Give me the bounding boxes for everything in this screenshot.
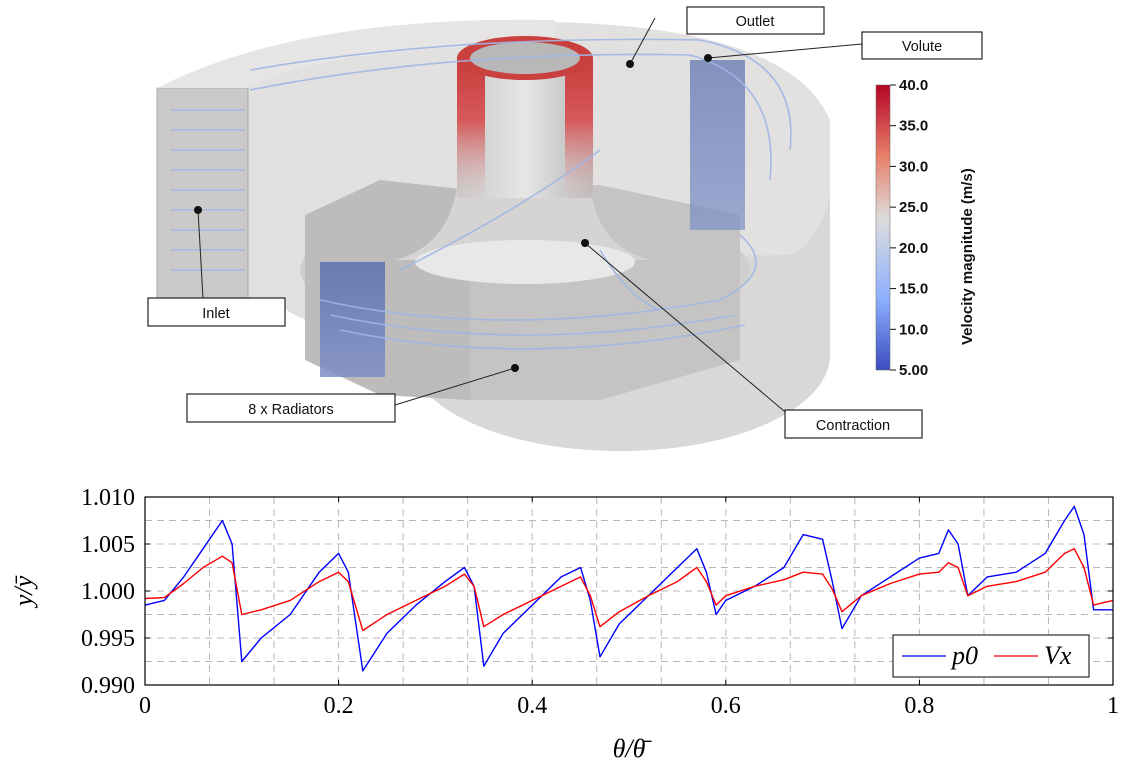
contraction-base bbox=[415, 240, 635, 284]
series-line-vx bbox=[144, 548, 1114, 632]
y-tick-label: 0.995 bbox=[81, 626, 135, 652]
inlet-duct bbox=[156, 87, 249, 301]
colorbar-tick-label: 40.0 bbox=[899, 77, 928, 94]
x-tick-label: 0.6 bbox=[711, 693, 741, 719]
colorbar-title: Velocity magnitude (m/s) bbox=[959, 168, 976, 345]
colorbar-tick-label: 35.0 bbox=[899, 118, 928, 135]
colorbar: 40.0 35.0 30.0 25.0 20.0 15.0 10.0 5.00 Velocit… bbox=[875, 77, 976, 379]
outlet-opening bbox=[470, 42, 580, 74]
callout-radiators: 8 x Radiators bbox=[186, 393, 396, 423]
colorbar-tick-label: 15.0 bbox=[899, 281, 928, 298]
x-tick-label: 0.4 bbox=[517, 693, 547, 719]
callout-inlet: Inlet bbox=[147, 297, 286, 327]
callout-leaders bbox=[197, 17, 863, 417]
y-tick-label: 0.990 bbox=[81, 673, 135, 699]
legend: p0 Vx bbox=[892, 634, 1090, 678]
colorbar-tick-label: 5.00 bbox=[899, 362, 928, 379]
y-axis-label: y/ȳ bbox=[9, 575, 38, 609]
inlet-plate-right bbox=[690, 60, 745, 230]
y-tick-label: 1.005 bbox=[81, 532, 135, 558]
streamlines bbox=[170, 38, 792, 350]
callout-contraction: Contraction bbox=[784, 409, 923, 439]
callout-radiators-label: 8 x Radiators bbox=[248, 402, 333, 418]
outlet-pipe-red-left bbox=[457, 58, 485, 198]
callout-volute-label: Volute bbox=[902, 39, 942, 55]
colorbar-ticks: 40.0 35.0 30.0 25.0 20.0 15.0 10.0 5.00 bbox=[890, 77, 928, 379]
series-lines bbox=[144, 505, 1114, 672]
x-tick-label: 0.8 bbox=[904, 693, 934, 719]
y-tick-label: 1.000 bbox=[81, 579, 135, 605]
outlet-pipe-red-right bbox=[565, 58, 593, 198]
colorbar-tick-label: 25.0 bbox=[899, 199, 928, 216]
callout-outlet: Outlet bbox=[686, 6, 825, 35]
x-tick-label: 0.2 bbox=[324, 693, 354, 719]
callout-outlet-label: Outlet bbox=[736, 14, 775, 30]
y-tick-labels: 0.990 0.995 1.000 1.005 1.010 bbox=[81, 485, 135, 699]
callout-contraction-label: Contraction bbox=[816, 418, 890, 434]
callout-inlet-label: Inlet bbox=[202, 306, 229, 322]
axis-ticks bbox=[144, 496, 1114, 686]
callout-dots bbox=[194, 54, 712, 372]
volute-top bbox=[157, 19, 555, 88]
colorbar-tick-label: 10.0 bbox=[899, 321, 928, 338]
x-tick-label: 0 bbox=[139, 693, 151, 719]
y-tick-label: 1.010 bbox=[81, 485, 135, 511]
cfd-render bbox=[156, 19, 830, 451]
colorbar-scale bbox=[875, 84, 891, 371]
colorbar-tick-label: 20.0 bbox=[899, 240, 928, 257]
x-tick-label: 1 bbox=[1107, 693, 1119, 719]
legend-label-p0: p0 bbox=[950, 641, 978, 670]
x-axis-label: θ/θ̄ bbox=[613, 734, 653, 763]
colorbar-tick-label: 30.0 bbox=[899, 158, 928, 175]
callout-volute: Volute bbox=[861, 31, 983, 60]
legend-label-vx: Vx bbox=[1044, 641, 1072, 670]
line-chart: 0 0.2 0.4 0.6 0.8 1 0.990 0.995 1.000 1.005 1.010… bbox=[9, 485, 1119, 763]
x-tick-labels: 0 0.2 0.4 0.6 0.8 1 bbox=[139, 693, 1119, 719]
